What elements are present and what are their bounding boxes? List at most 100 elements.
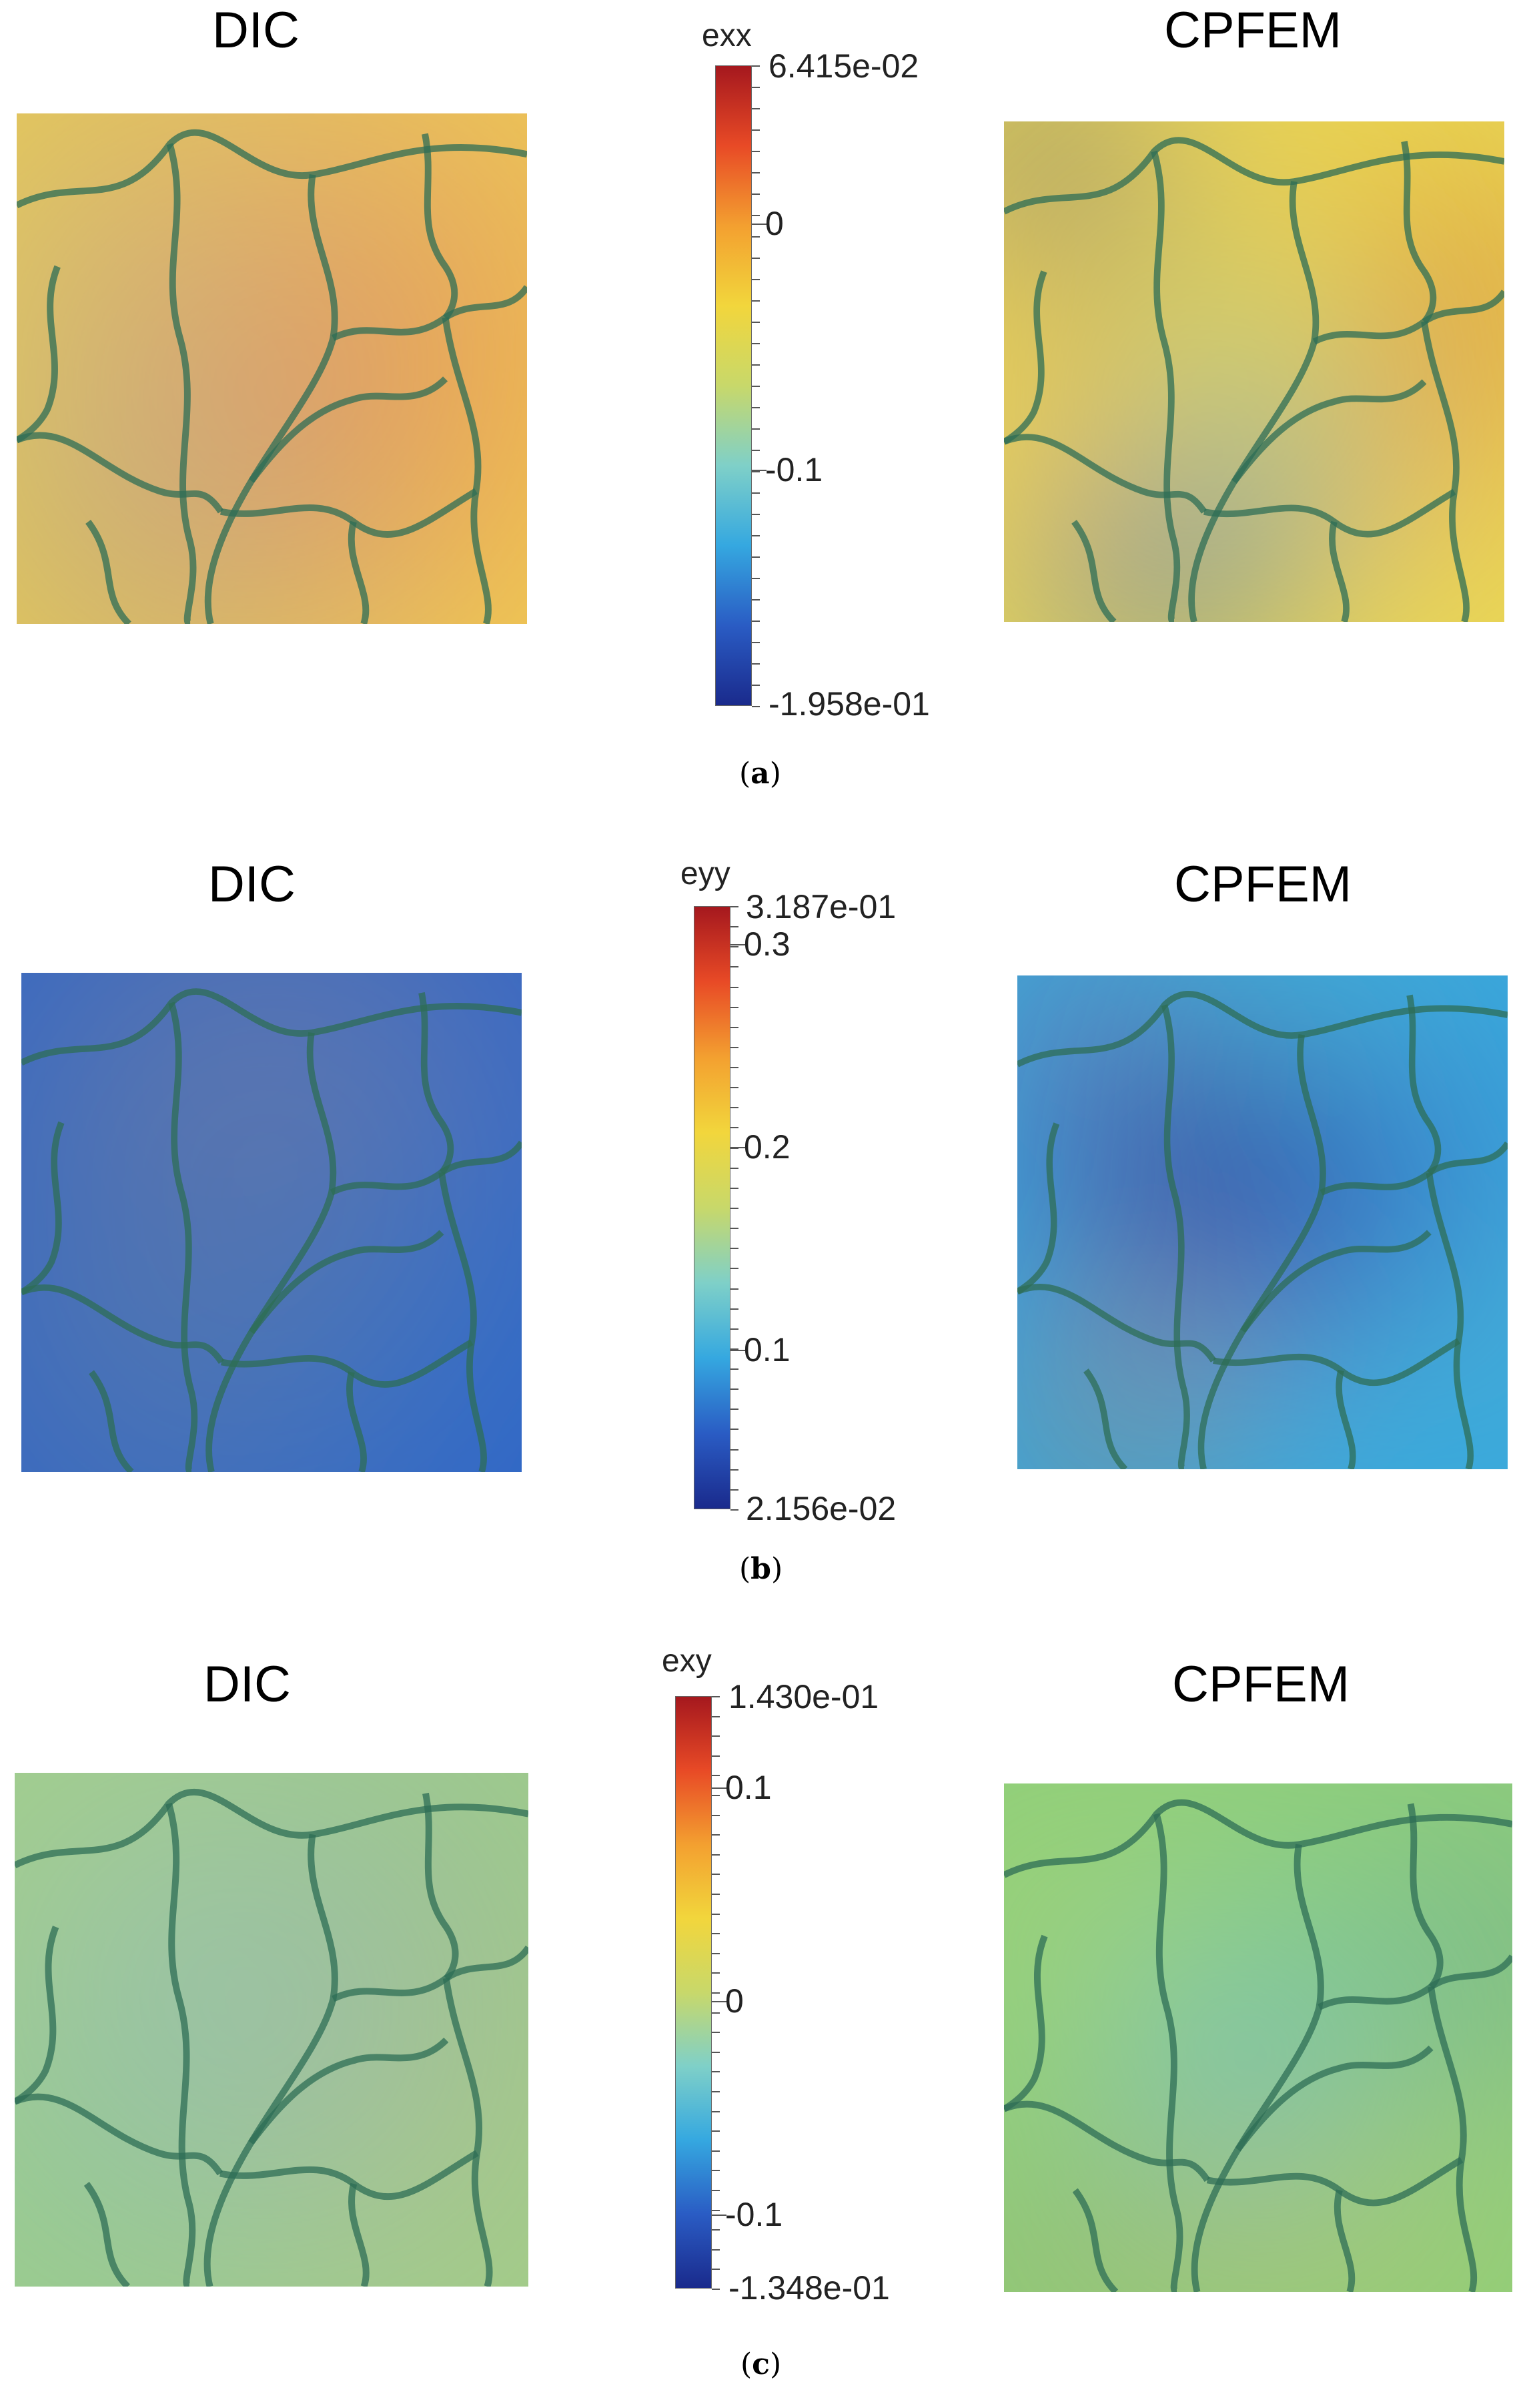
colorbar-minor-tick <box>712 1795 720 1796</box>
grain-boundary <box>1336 1369 1356 1469</box>
grain-boundary <box>1004 1934 1048 2112</box>
colorbar-minor-tick <box>730 1087 738 1089</box>
grain-boundary <box>1153 1813 1183 2292</box>
dic-title: DIC <box>212 2 300 59</box>
colorbar-minor-tick <box>712 2130 720 2132</box>
colorbar-minor-tick <box>752 450 760 451</box>
grain-boundary <box>248 2037 449 2145</box>
grain-boundary <box>204 173 338 624</box>
colorbar-minor-tick <box>730 1167 738 1169</box>
grain-boundary <box>1004 2100 1210 2182</box>
colorbar-tick-label: 0.1 <box>725 1769 772 1807</box>
colorbar-minor-tick <box>730 1067 738 1069</box>
colorbar-minor-tick <box>712 1755 720 1757</box>
colorbar-minor-tick <box>712 1834 720 1836</box>
grain-boundary <box>221 1339 474 1388</box>
grain-boundary <box>1191 1844 1324 2292</box>
caption-letter: c <box>752 2347 770 2381</box>
grain-boundary <box>1231 379 1427 484</box>
colorbar-minor-tick <box>752 193 760 195</box>
grain-boundary <box>15 1926 59 2105</box>
colorbar-minor-tick <box>752 151 760 152</box>
grain-boundary <box>1071 520 1117 622</box>
grain-boundary <box>348 2182 370 2287</box>
colorbar-minor-tick <box>752 663 760 665</box>
grain-boundary <box>1017 1283 1216 1362</box>
grain-boundary <box>248 376 448 483</box>
grain-boundary <box>166 143 197 624</box>
grain-boundary <box>21 988 522 1066</box>
cpfem-strain-map-exy <box>1004 1783 1512 2292</box>
dic-strain-map-eyy <box>21 973 522 1472</box>
colorbar-minor-tick <box>712 1775 720 1777</box>
colorbar-minor-tick <box>712 1814 720 1816</box>
colorbar-minor-tick <box>712 1696 720 1697</box>
colorbar-tick-label: 0 <box>725 1982 744 2020</box>
grain-boundary <box>418 991 454 1175</box>
colorbar-minor-tick <box>712 1913 720 1915</box>
colorbar-min-label: 2.156e-02 <box>746 1490 897 1527</box>
grain-boundary <box>346 1371 367 1472</box>
colorbar-eyy <box>694 906 730 1509</box>
colorbar-minor-tick <box>752 322 760 323</box>
colorbar-minor-tick <box>730 906 738 907</box>
colorbar-minor-tick <box>752 108 760 109</box>
colorbar-minor-tick <box>712 1874 720 1876</box>
colorbar-minor-tick <box>730 1489 738 1491</box>
colorbar-minor-tick <box>730 1228 738 1230</box>
colorbar-minor-tick <box>712 1735 720 1737</box>
grain-boundary <box>1161 1004 1190 1469</box>
colorbar-major-tick <box>712 2214 726 2216</box>
grain-boundary <box>21 1121 65 1296</box>
colorbar-minor-tick <box>752 172 760 173</box>
colorbar-minor-tick <box>712 2229 720 2231</box>
colorbar-major-tick <box>712 1787 726 1789</box>
grain-boundary <box>348 520 370 624</box>
colorbar-major-tick <box>752 470 767 472</box>
colorbar-minor-tick <box>730 1328 738 1330</box>
colorbar-minor-tick <box>712 2209 720 2211</box>
cpfem-title: CPFEM <box>1164 2 1342 59</box>
cpfem-title: CPFEM <box>1172 1656 1350 1713</box>
colorbar-minor-tick <box>712 1972 720 1974</box>
panel-caption-c: (c) <box>740 2347 782 2381</box>
colorbar-minor-tick <box>730 1469 738 1471</box>
colorbar-variable-label: exy <box>662 1643 712 1679</box>
colorbar-minor-tick <box>730 1187 738 1189</box>
colorbar-minor-tick <box>730 1127 738 1129</box>
colorbar-minor-tick <box>730 1509 738 1511</box>
colorbar-major-tick <box>730 943 745 945</box>
grain-boundary <box>442 1978 493 2287</box>
colorbar-minor-tick <box>752 343 760 344</box>
grain-boundary <box>1401 141 1437 324</box>
colorbar-minor-tick <box>730 1006 738 1008</box>
colorbar-minor-tick <box>752 578 760 579</box>
colorbar-minor-tick <box>752 258 760 259</box>
colorbar-max-label: 3.187e-01 <box>746 888 897 925</box>
colorbar-exx <box>715 65 752 706</box>
colorbar-minor-tick <box>712 2170 720 2172</box>
grain-boundaries <box>15 1788 528 2287</box>
grain-boundary <box>1017 1122 1060 1294</box>
grain-boundary <box>1017 991 1508 1068</box>
colorbar-tick-label: -0.1 <box>725 2195 783 2233</box>
colorbar-min-label: -1.348e-01 <box>728 2269 890 2307</box>
grain-boundary <box>1188 181 1320 622</box>
grain-boundary <box>1004 270 1047 445</box>
colorbar-minor-tick <box>730 1308 738 1310</box>
colorbar-minor-tick <box>712 2289 720 2290</box>
grain-boundaries <box>1004 137 1504 622</box>
grain-boundary <box>1083 1368 1128 1469</box>
colorbar-minor-tick <box>712 2071 720 2073</box>
colorbar-minor-tick <box>752 642 760 643</box>
colorbar-minor-tick <box>712 1894 720 1895</box>
colorbar-minor-tick <box>730 926 738 928</box>
colorbar-minor-tick <box>752 492 760 494</box>
grain-boundary <box>15 2093 223 2176</box>
colorbar-minor-tick <box>730 1208 738 1209</box>
colorbar-minor-tick <box>752 407 760 408</box>
panel-caption-b: (b) <box>739 1552 783 1586</box>
grain-boundary <box>1072 2188 1119 2292</box>
cpfem-title: CPFEM <box>1174 856 1352 913</box>
colorbar-minor-tick <box>752 300 760 302</box>
